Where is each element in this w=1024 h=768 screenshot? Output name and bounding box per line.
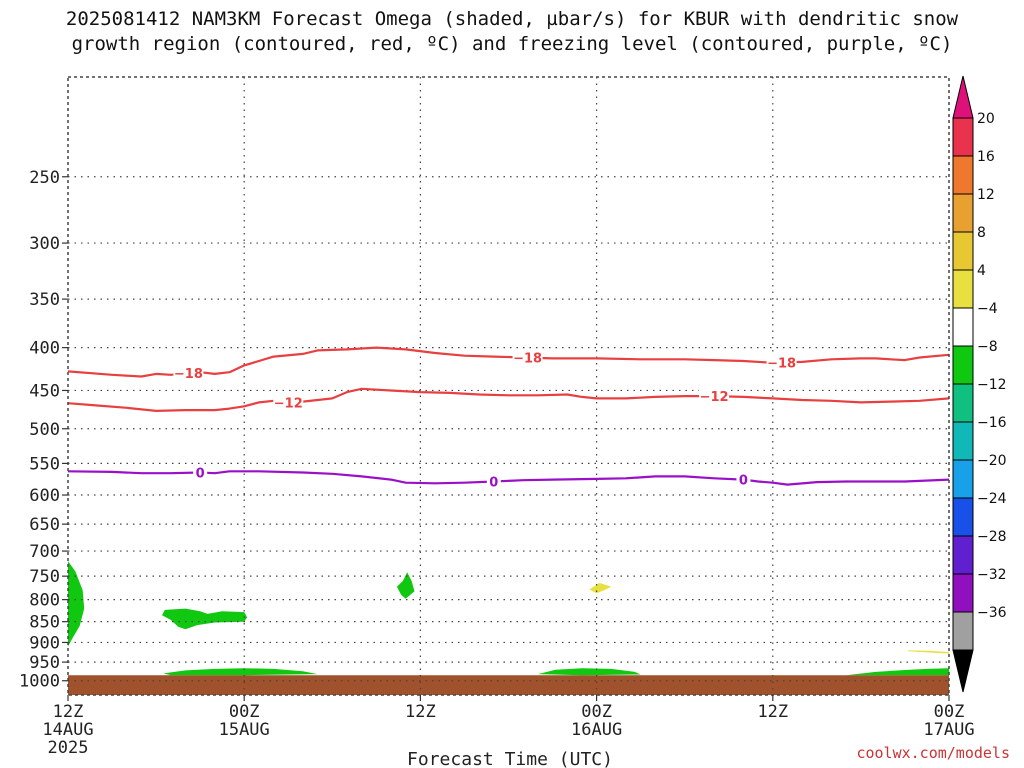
contour-label--18-2: −18	[767, 357, 796, 372]
chart-title-line-1: 2025081412 NAM3KM Forecast Omega (shaded…	[65, 8, 959, 30]
contour-line-0	[67, 470, 950, 486]
omega-shaded-region-0	[68, 561, 85, 647]
colorbar-segment-1	[952, 155, 974, 195]
contour-label-bg	[173, 365, 204, 381]
colorbar-label-13: −36	[977, 605, 1007, 621]
contour-label-bg	[766, 354, 797, 370]
contour-line--12	[67, 387, 950, 412]
omega-shading-layer	[68, 561, 949, 676]
chart-title-line-2: growth region (contoured, red, ºC) and f…	[71, 33, 953, 55]
grid-layer	[68, 77, 949, 695]
colorbar-segment-5	[952, 307, 974, 347]
x-tick-label-48-0: 12Z	[757, 702, 788, 722]
plot-frame	[67, 76, 950, 696]
omega-shaded-region-7	[907, 650, 949, 654]
omega-shaded-region-2	[396, 572, 415, 599]
colorbar-label-7: −12	[977, 377, 1007, 393]
colorbar-label-5: −4	[977, 301, 998, 317]
contour-label--12-1: −12	[700, 390, 729, 405]
y-tick-label-700: 700	[29, 542, 60, 562]
omega-shaded-region-1	[162, 608, 248, 630]
omega-shaded-region-3	[589, 582, 612, 594]
y-tick-label-550: 550	[29, 454, 60, 474]
x-tick-label-36-1: 16AUG	[571, 720, 622, 740]
colorbar-bottom-triangle	[952, 649, 974, 693]
y-tick-label-850: 850	[29, 613, 60, 633]
y-tick-label-450: 450	[29, 381, 60, 401]
contour-label-bg	[512, 349, 543, 365]
y-tick-label-1000: 1000	[19, 672, 60, 692]
ground-fill	[68, 675, 949, 695]
y-tick-label-300: 300	[29, 234, 60, 254]
y-tick-label-950: 950	[29, 653, 60, 673]
x-tick-label-60-1: 17AUG	[923, 720, 974, 740]
colorbar-top-triangle	[952, 75, 974, 119]
colorbar-label-11: −28	[977, 529, 1007, 545]
x-axis-label: Forecast Time (UTC)	[407, 749, 613, 768]
colorbar-label-3: 8	[977, 225, 986, 241]
y-tick-label-500: 500	[29, 420, 60, 440]
credit-text: coolwx.com/models	[856, 744, 1010, 762]
colorbar-segment-2	[952, 193, 974, 233]
colorbar-segment-11	[952, 535, 974, 575]
contour-label--18-0: −18	[174, 367, 203, 382]
y-tick-label-250: 250	[29, 168, 60, 188]
y-tick-label-800: 800	[29, 591, 60, 611]
x-tick-label-0-2: 2025	[48, 738, 89, 758]
contour-layer: −18 −18 −18 −12 −12 0 0 0	[67, 346, 950, 490]
omega-shaded-region-5	[537, 668, 641, 676]
contour-label-bg	[699, 388, 730, 404]
colorbar-segment-9	[952, 459, 974, 499]
contour-label-0-0: 0	[196, 467, 205, 482]
colorbar-segment-8	[952, 421, 974, 461]
contour-label-bg	[486, 473, 501, 489]
contour-label-0-1: 0	[489, 475, 498, 490]
colorbar-segment-6	[952, 345, 974, 385]
colorbar-label-12: −32	[977, 567, 1007, 583]
axis-layer: 2503003504004505005506006507007508008509…	[19, 76, 975, 758]
contour-label-0-2: 0	[739, 474, 748, 489]
colorbar: 20 16 12 8 4 −4 −8 −12 −16 −20 −24 −28 −32 −36	[952, 75, 1007, 693]
colorbar-label-2: 12	[977, 187, 995, 203]
ground-layer	[68, 675, 949, 695]
contour-label--12-0: −12	[274, 396, 303, 411]
colorbar-segment-12	[952, 573, 974, 613]
x-tick-label-36-0: 00Z	[581, 702, 612, 722]
contour-label-bg	[736, 471, 751, 487]
x-tick-label-60-0: 00Z	[934, 702, 965, 722]
colorbar-segment-7	[952, 383, 974, 423]
colorbar-label-10: −24	[977, 491, 1007, 507]
colorbar-label-9: −20	[977, 453, 1007, 469]
colorbar-segment-13	[952, 611, 974, 651]
colorbar-segment-0	[952, 117, 974, 157]
colorbar-label-1: 16	[977, 149, 995, 165]
y-tick-label-750: 750	[29, 567, 60, 587]
contour-label-bg	[193, 464, 208, 480]
omega-shaded-region-4	[163, 668, 318, 676]
x-tick-label-0-0: 12Z	[53, 702, 84, 722]
y-tick-label-350: 350	[29, 290, 60, 310]
colorbar-segment-3	[952, 231, 974, 271]
colorbar-label-0: 20	[977, 111, 995, 127]
contour-label-bg	[273, 394, 304, 410]
y-tick-label-900: 900	[29, 633, 60, 653]
x-tick-label-12-1: 15AUG	[219, 720, 270, 740]
colorbar-label-6: −8	[977, 339, 998, 355]
colorbar-segment-10	[952, 497, 974, 537]
x-tick-label-0-1: 14AUG	[42, 720, 93, 740]
x-tick-label-12-0: 00Z	[229, 702, 260, 722]
y-tick-label-400: 400	[29, 339, 60, 359]
colorbar-label-8: −16	[977, 415, 1007, 431]
omega-shaded-region-6	[846, 668, 949, 676]
contour-label--18-1: −18	[513, 352, 542, 367]
colorbar-label-4: 4	[977, 263, 986, 279]
y-tick-label-600: 600	[29, 486, 60, 506]
y-tick-label-650: 650	[29, 515, 60, 535]
contour-line--18	[67, 346, 950, 378]
x-tick-label-24-0: 12Z	[405, 702, 436, 722]
colorbar-segment-4	[952, 269, 974, 309]
